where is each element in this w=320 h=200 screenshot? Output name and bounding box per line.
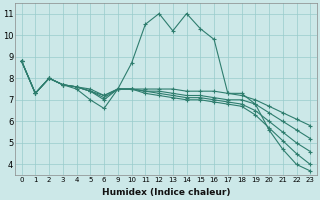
X-axis label: Humidex (Indice chaleur): Humidex (Indice chaleur): [102, 188, 230, 197]
